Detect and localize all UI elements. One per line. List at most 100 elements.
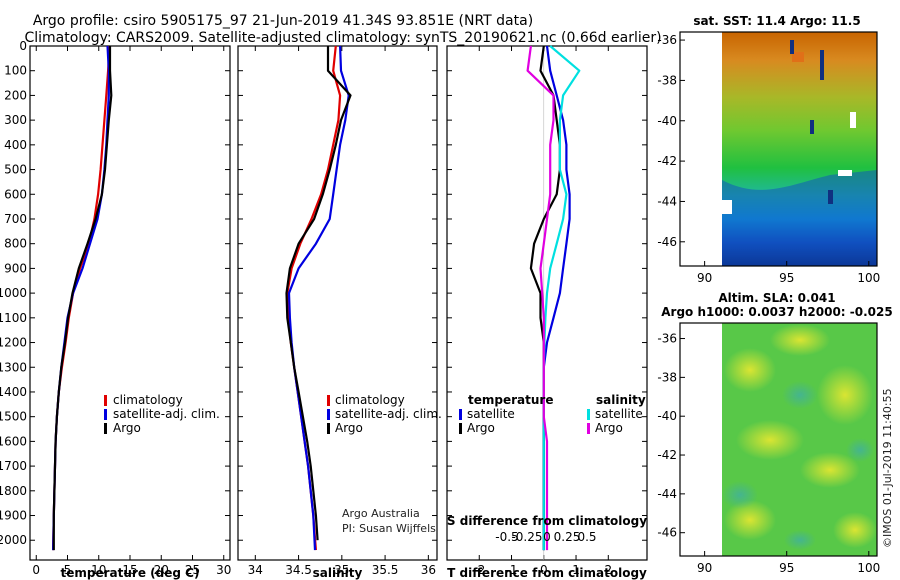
- legend-swatch-satellite: [104, 409, 107, 420]
- y-tick-label: 1600: [0, 434, 27, 448]
- x-tick-label: 34: [248, 563, 263, 577]
- legend-label-t-satellite: satellite: [467, 407, 515, 421]
- series-line-climatology: [286, 45, 342, 551]
- y-tick-label: 900: [4, 261, 27, 275]
- legend-label-climatology: climatology: [113, 393, 183, 407]
- s-tick-label: 0.5: [577, 530, 596, 544]
- copyright-credit: ©IMOS 01-Jul-2019 11:40:55: [881, 388, 894, 548]
- x-tick-label: 15: [122, 563, 137, 577]
- sla-anomaly: [800, 452, 860, 488]
- legend-swatch-t-argo: [459, 423, 462, 434]
- map-x-tick-label: 95: [779, 271, 794, 285]
- sst-cloud-mask: [850, 112, 856, 128]
- legend-swatch-s-satellite: [587, 409, 590, 420]
- title-line-1: Argo profile: csiro 5905175_97 21-Jun-20…: [33, 13, 533, 29]
- series-line-t-argo: [529, 45, 562, 551]
- y-tick-label: 100: [4, 64, 27, 78]
- map-y-tick-label: -38: [657, 370, 677, 384]
- legend-label-argo: Argo: [335, 421, 363, 435]
- legend-title-salinity: salinity: [596, 393, 646, 407]
- sst-cloud-mask: [790, 40, 794, 54]
- sla-anomaly: [736, 420, 804, 460]
- map-x-tick-label: 95: [779, 561, 794, 575]
- legend-label-s-argo: Argo: [595, 421, 623, 435]
- map-y-tick-label: -40: [657, 409, 677, 423]
- legend-swatch-s-argo: [587, 423, 590, 434]
- map-y-tick-label: -36: [657, 332, 677, 346]
- map-y-tick-label: -46: [657, 526, 677, 540]
- sst-cold-tongue: [722, 170, 877, 266]
- map-x-tick-label: 90: [697, 561, 712, 575]
- x-tick-label: 10: [91, 563, 106, 577]
- y-tick-label: 200: [4, 88, 27, 102]
- series-line-s-satellite: [542, 45, 581, 551]
- x-tick-label: 0: [32, 563, 40, 577]
- map-x-tick-label: 100: [857, 561, 880, 575]
- sla-map-frame: [679, 322, 878, 557]
- sst-cloud-mask: [722, 200, 732, 214]
- sla-anomaly: [724, 348, 776, 392]
- y-tick-label: 0: [19, 39, 27, 53]
- s-tick-label: 0: [543, 530, 551, 544]
- sla-anomaly: [722, 481, 758, 509]
- legend-label-satellite: satellite-adj. clim.: [113, 407, 220, 421]
- y-tick-label: 300: [4, 113, 27, 127]
- y-tick-label: 800: [4, 237, 27, 251]
- x-tick-label: 0: [540, 563, 548, 577]
- sla-anomaly: [784, 530, 816, 550]
- legend-label-t-argo: Argo: [467, 421, 495, 435]
- sla-map: Altim. SLA: 0.041 Argo h1000: 0.0037 h20…: [661, 291, 893, 557]
- plot-frame: [237, 45, 438, 561]
- series-line-satellite-adj-clim-: [52, 45, 110, 551]
- y-tick-label: 700: [4, 212, 27, 226]
- x-axis-label: T difference from climatology: [447, 566, 647, 580]
- map-y-tick-label: -46: [657, 235, 677, 249]
- x-tick-label: 30: [216, 563, 231, 577]
- x-axis-label: salinity: [313, 566, 363, 580]
- y-tick-label: 1100: [0, 311, 27, 325]
- salinity-legend: climatology satellite-adj. clim. Argo Ar…: [327, 393, 442, 535]
- annotation-pi: PI: Susan Wijffels: [342, 522, 436, 535]
- map-x-tick-label: 90: [697, 271, 712, 285]
- legend-swatch-argo: [327, 423, 330, 434]
- salinity-panel: 34 34.5 35 35.5 36 salinity: [237, 45, 438, 580]
- y-tick-label: 1200: [0, 336, 27, 350]
- map-x-tick-label: 100: [857, 271, 880, 285]
- x-tick-label: 36: [421, 563, 436, 577]
- sst-cloud-mask: [838, 170, 852, 176]
- map-y-tick-label: -38: [657, 73, 677, 87]
- difference-panel: -2 -1 0 1 2T difference from climatology: [446, 45, 648, 580]
- x-tick-label: 25: [185, 563, 200, 577]
- y-tick-label: 1400: [0, 385, 27, 399]
- map-y-tick-label: -44: [657, 487, 677, 501]
- legend-swatch-t-satellite: [459, 409, 462, 420]
- s-tick-label: -0.25: [511, 530, 542, 544]
- sst-warm-patch: [792, 52, 804, 62]
- x-tick-label: 1: [572, 563, 580, 577]
- x-tick-label: 35: [334, 563, 349, 577]
- sst-map-axes: 90 95 100 -36 -38 -40 -42 -44 -46: [657, 33, 880, 285]
- map-y-tick-label: -44: [657, 194, 677, 208]
- s-difference-label: S difference from climatology: [447, 514, 647, 528]
- map-y-tick-label: -42: [657, 448, 677, 462]
- sst-map-title: sat. SST: 11.4 Argo: 11.5: [693, 14, 860, 28]
- series-line-s-argo: [526, 45, 555, 551]
- sst-map-frame: [679, 31, 878, 267]
- x-tick-label: 5: [64, 563, 72, 577]
- y-tick-label: 1800: [0, 484, 27, 498]
- s-tick-label: 0.25: [554, 530, 581, 544]
- series-line-climatology: [52, 45, 111, 551]
- map-y-tick-label: -42: [657, 154, 677, 168]
- y-tick-label: 400: [4, 138, 27, 152]
- sla-map-title-2: Argo h1000: 0.0037 h2000: -0.025: [661, 305, 892, 319]
- temperature-legend: climatology satellite-adj. clim. Argo: [104, 393, 220, 435]
- series-line-satellite-adj-clim-: [287, 45, 350, 551]
- y-tick-label: 1900: [0, 509, 27, 523]
- y-tick-label: 500: [4, 163, 27, 177]
- x-tick-label: 35.5: [372, 563, 399, 577]
- difference-legend: temperature salinity satellite Argo sate…: [447, 393, 647, 528]
- sst-cloud-mask: [810, 120, 814, 134]
- sla-anomaly: [770, 324, 830, 356]
- sst-cloud-mask: [828, 190, 833, 204]
- x-tick-label: -1: [506, 563, 518, 577]
